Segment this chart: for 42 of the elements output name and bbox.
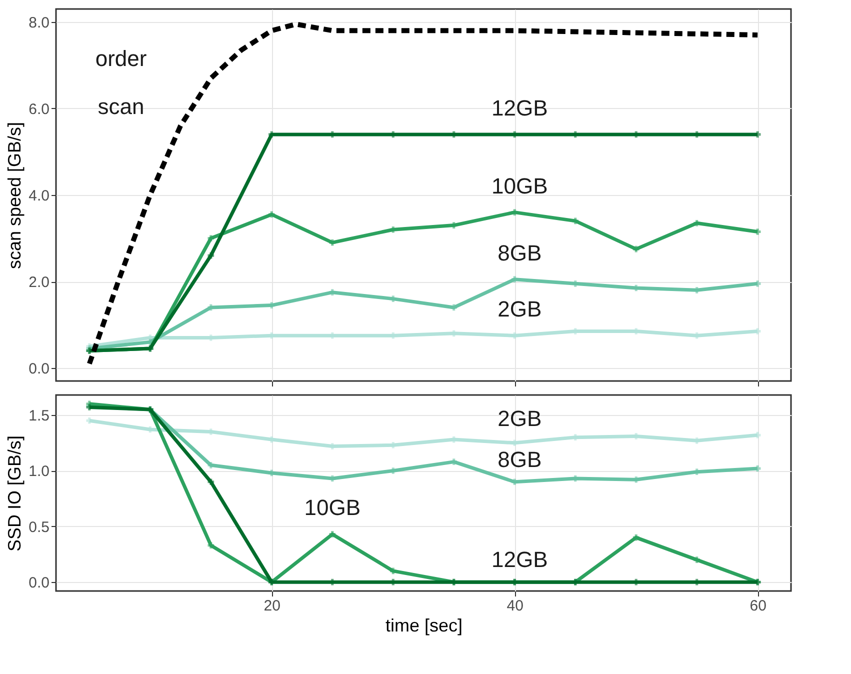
series-label: 2GB — [498, 406, 542, 431]
x-axis-title: time [sec] — [385, 616, 463, 636]
y-tick-label: 8.0 — [28, 14, 50, 32]
point — [208, 252, 214, 259]
point — [754, 280, 761, 287]
point — [390, 568, 396, 574]
point — [511, 209, 518, 216]
point — [632, 246, 640, 252]
series-label: 10GB — [491, 173, 548, 198]
y-tick-label: 0.0 — [28, 574, 50, 592]
series-label: 10GB — [304, 495, 361, 520]
point — [208, 235, 214, 242]
point — [572, 218, 579, 224]
point — [694, 220, 700, 226]
point — [450, 304, 458, 311]
y-tick-label: 4.0 — [28, 188, 50, 204]
y-axis-title: SSD IO [GB/s] — [4, 435, 25, 552]
point — [632, 534, 640, 541]
point — [329, 239, 336, 246]
y-tick-label: 0.0 — [28, 360, 50, 378]
point — [268, 211, 275, 218]
y-tick-label: 0.5 — [28, 518, 50, 536]
y-tick-label: 6.0 — [28, 100, 50, 118]
series-label: order scan — [95, 46, 147, 119]
series-label: 8GB — [498, 240, 542, 266]
y-tick-label: 1.0 — [28, 463, 50, 480]
x-tick-label: 20 — [264, 598, 280, 614]
y-tick-label: 1.5 — [28, 408, 50, 425]
point — [208, 478, 214, 486]
y-axis-title: scan speed [GB/s] — [4, 122, 25, 270]
point — [329, 531, 336, 538]
point — [208, 542, 214, 549]
point — [86, 417, 93, 424]
series-label: 2GB — [498, 296, 542, 322]
series-label: 12GB — [491, 547, 548, 572]
point — [694, 556, 700, 563]
y-tick-label: 2.0 — [28, 274, 50, 292]
series-label: 8GB — [498, 446, 542, 472]
point — [208, 462, 214, 468]
series-label: 12GB — [491, 95, 548, 120]
x-tick-label: 40 — [506, 598, 524, 614]
x-tick-label: 60 — [750, 598, 766, 614]
